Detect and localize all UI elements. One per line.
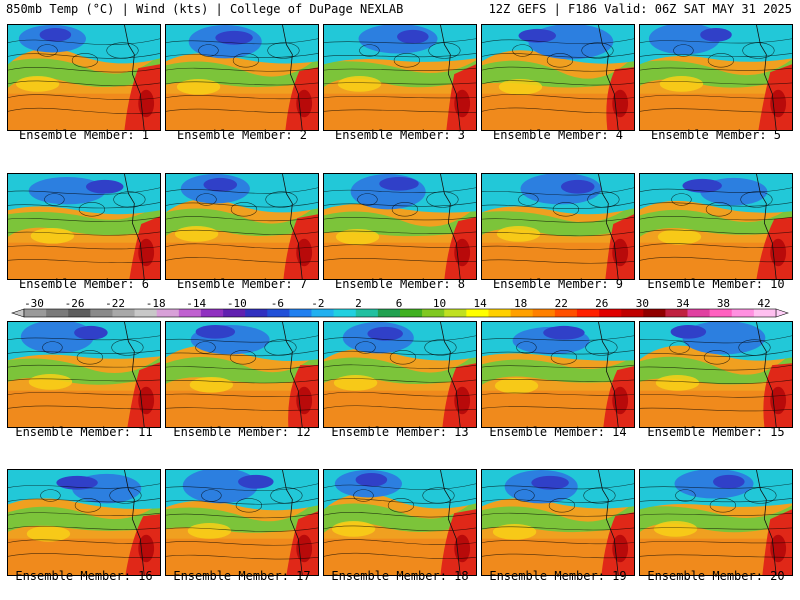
ensemble-member-label: Ensemble Member: 17 (173, 569, 311, 583)
ensemble-map-17 (165, 469, 319, 576)
colorbar-tick-label: 34 (676, 297, 690, 310)
colorbar-swatch (245, 309, 268, 317)
colorbar-swatch (333, 309, 357, 317)
colorbar-tick-label: 26 (595, 297, 608, 310)
colorbar-swatch (621, 309, 644, 317)
colorbar-swatch (377, 309, 401, 317)
colorbar-swatch (466, 309, 489, 317)
colorbar-swatch (400, 309, 423, 317)
colorbar-swatch (599, 309, 622, 317)
ensemble-member-label: Ensemble Member: 5 (650, 128, 782, 142)
colorbar-tick-label: 42 (757, 297, 770, 310)
ensemble-map-15 (639, 321, 793, 428)
colorbar-swatch (46, 309, 69, 317)
temperature-colorbar: -30 -26 -22 -18 -14 -10 -6 -2 2 6 10 14 18 22 26 30 34 38… (11, 297, 789, 318)
ensemble-map-2 (165, 24, 319, 131)
ensemble-member-label: Ensemble Member: 12 (173, 425, 311, 439)
ensemble-member-label: Ensemble Member: 11 (15, 425, 153, 439)
ensemble-member-label: Ensemble Member: 14 (489, 425, 627, 439)
ensemble-map-13 (323, 321, 477, 428)
colorbar-tick-label: -30 (24, 297, 44, 310)
colorbar-swatch (289, 309, 312, 317)
colorbar-swatch (665, 309, 688, 317)
colorbar-swatch (156, 309, 180, 317)
colorbar-tick-label: 18 (514, 297, 527, 310)
colorbar-tick-label: -2 (311, 297, 324, 310)
ensemble-map-1 (7, 24, 161, 131)
colorbar-swatch (24, 309, 47, 317)
ensemble-member-label: Ensemble Member: 19 (489, 569, 627, 583)
ensemble-map-5 (639, 24, 793, 131)
colorbar-swatch (134, 309, 158, 317)
ensemble-map-8 (323, 173, 477, 280)
colorbar-swatch (488, 309, 511, 317)
ensemble-map-9 (481, 173, 635, 280)
ensemble-map-19 (481, 469, 635, 576)
ensemble-member-label: Ensemble Member: 6 (18, 277, 150, 291)
colorbar-swatch (267, 309, 290, 317)
ensemble-map-7 (165, 173, 319, 280)
colorbar-swatch (753, 309, 777, 317)
ensemble-member-label: Ensemble Member: 10 (647, 277, 785, 291)
map-title: 850mb Temp (°C) | Wind (kts) | College o… (6, 2, 404, 16)
ensemble-map-3 (323, 24, 477, 131)
colorbar-tick-label: -18 (146, 297, 166, 310)
colorbar-tick-label: -14 (186, 297, 206, 310)
ensemble-member-label: Ensemble Member: 15 (647, 425, 785, 439)
ensemble-member-label: Ensemble Member: 1 (18, 128, 150, 142)
ensemble-map-6 (7, 173, 161, 280)
colorbar-tick-label: -22 (105, 297, 125, 310)
colorbar-tick-label: 14 (473, 297, 487, 310)
ensemble-map-20 (639, 469, 793, 576)
colorbar-swatch (444, 309, 467, 317)
colorbar-swatch (311, 309, 334, 317)
ensemble-map-18 (323, 469, 477, 576)
colorbar-tick-label: 6 (396, 297, 403, 310)
colorbar-swatch (532, 309, 556, 317)
ensemble-map-4 (481, 24, 635, 131)
model-run-label: 12Z GEFS | F186 Valid: 06Z SAT MAY 31 20… (488, 2, 792, 16)
colorbar-swatch (355, 309, 379, 317)
colorbar-tick-label: -6 (271, 297, 284, 310)
colorbar-swatch (112, 309, 135, 317)
ensemble-member-label: Ensemble Member: 7 (176, 277, 308, 291)
ensemble-member-label: Ensemble Member: 4 (492, 128, 624, 142)
colorbar-tick-label: 22 (555, 297, 568, 310)
colorbar-swatch (510, 309, 534, 317)
colorbar-swatch (576, 309, 600, 317)
colorbar-swatch (223, 309, 246, 317)
ensemble-member-label: Ensemble Member: 20 (647, 569, 785, 583)
colorbar-tick-label: -10 (227, 297, 247, 310)
ensemble-member-label: Ensemble Member: 2 (176, 128, 308, 142)
colorbar-swatch (178, 309, 202, 317)
ensemble-member-label: Ensemble Member: 9 (492, 277, 624, 291)
ensemble-map-14 (481, 321, 635, 428)
ensemble-member-label: Ensemble Member: 16 (15, 569, 153, 583)
ensemble-member-label: Ensemble Member: 13 (331, 425, 469, 439)
ensemble-member-label: Ensemble Member: 18 (331, 569, 469, 583)
ensemble-map-11 (7, 321, 161, 428)
colorbar-swatch (709, 309, 733, 317)
ensemble-map-12 (165, 321, 319, 428)
ensemble-member-label: Ensemble Member: 8 (334, 277, 466, 291)
colorbar-tick-label: 10 (433, 297, 446, 310)
ensemble-map-10 (639, 173, 793, 280)
colorbar-swatch (422, 309, 445, 317)
colorbar-tick-label: 2 (355, 297, 362, 310)
ensemble-map-16 (7, 469, 161, 576)
colorbar-tick-label: -26 (65, 297, 85, 310)
colorbar-swatch (68, 309, 91, 317)
colorbar-swatch (200, 309, 224, 317)
ensemble-member-label: Ensemble Member: 3 (334, 128, 466, 142)
colorbar-swatch (731, 309, 755, 317)
colorbar-swatch (643, 309, 666, 317)
colorbar-swatch (687, 309, 710, 317)
colorbar-tick-label: 30 (636, 297, 649, 310)
colorbar-tick-label: 38 (717, 297, 730, 310)
colorbar-swatch (90, 309, 113, 317)
colorbar-swatch (554, 309, 578, 317)
